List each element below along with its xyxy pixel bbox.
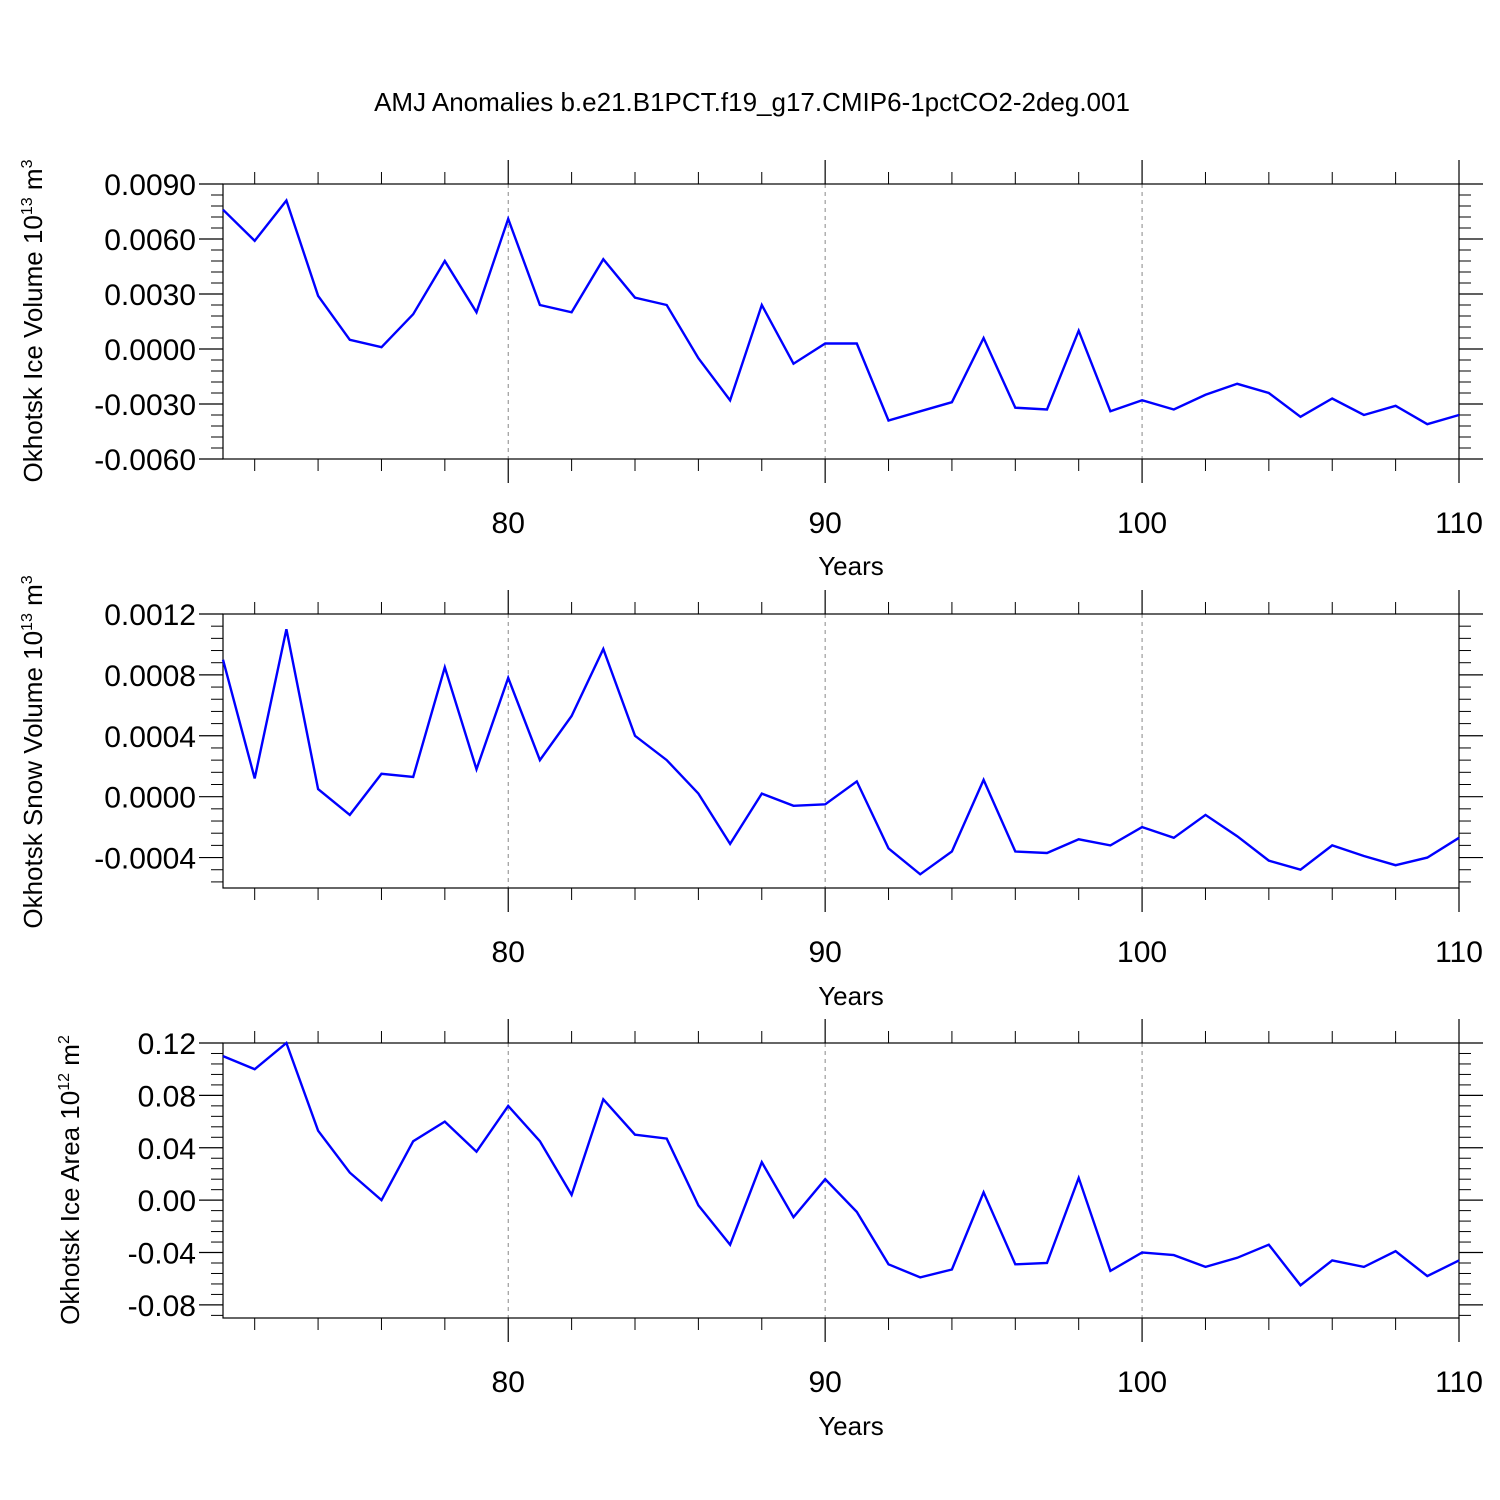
y-tick-label: 0.0090 — [104, 169, 196, 202]
x-tick-label: 90 — [808, 936, 841, 969]
x-tick-label: 110 — [1435, 507, 1483, 540]
y-tick-label: 0.0000 — [104, 334, 196, 367]
y-tick-label: 0.08 — [138, 1080, 196, 1113]
y-tick-label: 0.0008 — [104, 660, 196, 693]
chart-panel-3: -0.08 -0.04 0.00 0.04 0.08 0.12 80 90 100 110 Year… — [55, 1019, 1483, 1441]
y-tick-label: -0.04 — [128, 1238, 196, 1271]
x-tick-label: 80 — [492, 507, 525, 540]
y-tick-label: -0.0004 — [94, 843, 196, 876]
x-tick-label: 110 — [1435, 936, 1483, 969]
y-tick-label: -0.0060 — [94, 444, 196, 477]
y-tick-label: 0.04 — [138, 1133, 196, 1166]
chart-panel-1: -0.0060 -0.0030 0.0000 0.0030 0.0060 0.0090 80… — [18, 159, 1483, 581]
y-tick-label: 0.0004 — [104, 721, 196, 754]
y-tick-label: 0.12 — [138, 1028, 196, 1061]
x-tick-label: 90 — [808, 1366, 841, 1399]
x-axis-title: Years — [818, 551, 884, 581]
x-axis-title: Years — [818, 981, 884, 1011]
x-tick-label: 100 — [1117, 1366, 1167, 1399]
y-tick-label: 0.0012 — [104, 599, 196, 632]
y-tick-label: 0.0000 — [104, 782, 196, 815]
chart-title: AMJ Anomalies b.e21.B1PCT.f19_g17.CMIP6-… — [374, 87, 1130, 117]
x-tick-label: 100 — [1117, 936, 1167, 969]
y-tick-label: 0.0030 — [104, 279, 196, 312]
x-tick-label: 100 — [1117, 507, 1167, 540]
series-line — [222, 1040, 1460, 1287]
y-tick-label: 0.0060 — [104, 224, 196, 257]
y-axis-title: Okhotsk Ice Area 1012 m2 — [55, 1035, 85, 1325]
y-tick-label: -0.08 — [128, 1290, 196, 1323]
x-tick-label: 80 — [492, 936, 525, 969]
y-axis-title: Okhotsk Snow Volume 1013 m3 — [18, 575, 48, 928]
y-axis-title: Okhotsk Ice Volume 1013 m3 — [18, 159, 48, 482]
y-tick-label: -0.0030 — [94, 389, 196, 422]
series-line — [221, 628, 1460, 876]
x-tick-label: 90 — [808, 507, 841, 540]
x-tick-label: 110 — [1435, 1366, 1483, 1399]
plot-frame — [222, 183, 1460, 460]
x-tick-label: 80 — [492, 1366, 525, 1399]
x-axis-title: Years — [818, 1411, 884, 1441]
series-line — [222, 198, 1460, 426]
plot-frame — [222, 1042, 1460, 1319]
chart-panels: -0.0060-0.00300.00000.00300.00600.009080… — [18, 159, 1483, 1441]
plot-frame — [222, 613, 1460, 889]
chart-panel-2: -0.0004 0.0000 0.0004 0.0008 0.0012 80 90 100 11… — [18, 575, 1483, 1011]
y-tick-label: 0.00 — [138, 1185, 196, 1218]
